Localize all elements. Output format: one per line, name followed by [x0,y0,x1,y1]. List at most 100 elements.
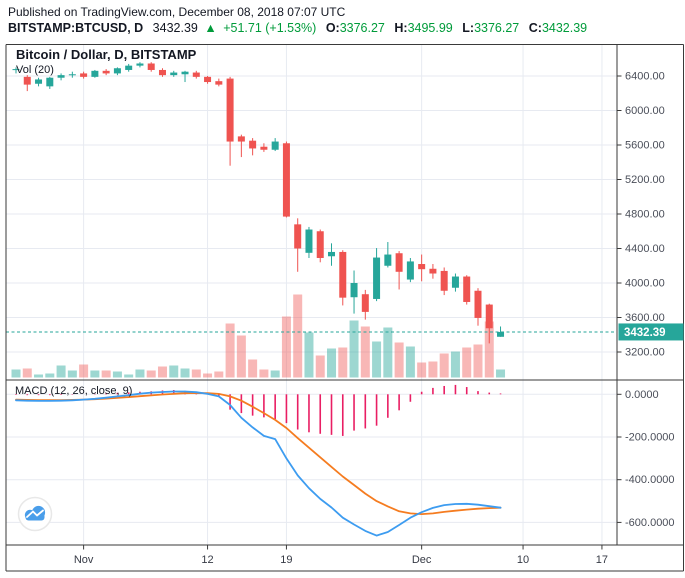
current-price-plate [618,323,684,341]
candle-body [429,268,437,274]
candle-body [102,70,110,74]
candle-body [451,276,459,288]
low-label: L: [462,21,475,35]
volume-bar [496,369,506,378]
time-tick-label: 10 [517,554,529,566]
high-label: H: [394,21,408,35]
symbol-name: BITSTAMP:BTCUSD, D [8,21,144,35]
candle-body [46,77,54,87]
candle-body [57,75,65,78]
candle-body [147,63,155,70]
volume-bar [11,369,21,378]
price-tick-label: 3200.00 [625,347,665,359]
candle-body [260,146,268,150]
volume-bar [360,326,370,378]
volume-bar [428,361,438,378]
volume-bar [405,346,415,378]
volume-bar [67,370,77,378]
price-axis[interactable]: 6400.00 6000.00 5600.00 5200.00 4800.00 4400.… [617,71,684,359]
candle-body [485,304,493,329]
close-label: C: [528,21,542,35]
close-value: 3432.39 [541,21,588,35]
price-up-arrow-icon: ▲ [204,21,217,35]
volume-bar [90,370,100,378]
volume-bar [146,370,156,378]
candle-body [91,70,99,77]
price-tick-label: 5200.00 [625,174,665,186]
time-tick-label: 17 [596,554,608,566]
volume-bar [101,370,111,378]
time-axis[interactable]: Nov 12 19 Dec 10 17 [74,545,608,566]
candle-body [215,81,223,85]
price-tick-label: 4400.00 [625,243,665,255]
candle-body [226,78,234,142]
low-value: 3376.27 [474,21,520,35]
candle-body [373,257,381,299]
volume-bar [22,368,32,378]
candle-body [80,73,88,77]
candle-body [204,76,212,83]
candle-body [170,72,178,76]
published-line: Published on TradingView.com, December 0… [8,5,346,19]
candle-body [305,229,313,253]
candle-body [282,143,290,217]
candle-body [181,71,189,75]
price-tick-label: 4800.00 [625,209,665,221]
volume-bar [236,335,246,378]
candle-body [474,290,482,318]
candle-body [294,224,302,249]
volume-bar [450,351,460,378]
candle-body [23,76,31,85]
candle-body [125,65,133,70]
volume-bar [473,344,483,378]
candle-body [271,141,279,150]
macd-signal-line [15,392,502,515]
tradingview-logo[interactable] [17,496,53,532]
volume-bar [112,371,122,378]
volume-bar [56,365,66,378]
gridlines [6,45,617,545]
macd-tick-label: -200.0000 [625,432,675,444]
price-tick-label: 5600.00 [625,140,665,152]
volume-bar [180,368,190,378]
volume-bar [281,316,291,378]
time-tick-label: 12 [201,554,213,566]
candle-body [384,254,392,266]
macd-tick-label: 0.0000 [625,389,659,401]
candle-body [339,251,347,298]
volume-bar [383,327,393,378]
volume-bar [293,294,303,378]
candle-body [350,283,358,298]
volume-bar [439,353,449,378]
volume-bar [394,342,404,378]
volume-series [11,294,506,378]
volume-bar [124,374,134,378]
price-tick-label: 6000.00 [625,105,665,117]
volume-bar [462,347,472,378]
volume-bar [45,373,55,378]
price-tick-label: 3600.00 [625,312,665,324]
price-tick-label: 6400.00 [625,71,665,83]
candle-body [406,261,414,280]
volume-bar [372,341,382,378]
volume-bar [327,348,337,378]
volume-bar [79,364,89,378]
candle-body [418,264,426,270]
macd-main-line [15,390,502,537]
price-change: +51.71 (+1.53%) [223,21,317,35]
time-tick-label: Dec [412,554,432,566]
open-value: 3376.27 [339,21,385,35]
macd-axis[interactable]: 0.0000 -200.0000 -400.0000 -600.0000 [617,389,675,529]
candlestick-series [12,62,505,344]
volume-bar [417,362,427,378]
candle-body [497,331,505,337]
volume-bar [135,369,145,378]
price-tick-label: 4000.00 [625,278,665,290]
candle-body [158,69,166,76]
volume-bar [169,365,179,378]
volume-bar [338,347,348,378]
volume-bar [157,366,167,378]
volume-bar [304,332,314,378]
